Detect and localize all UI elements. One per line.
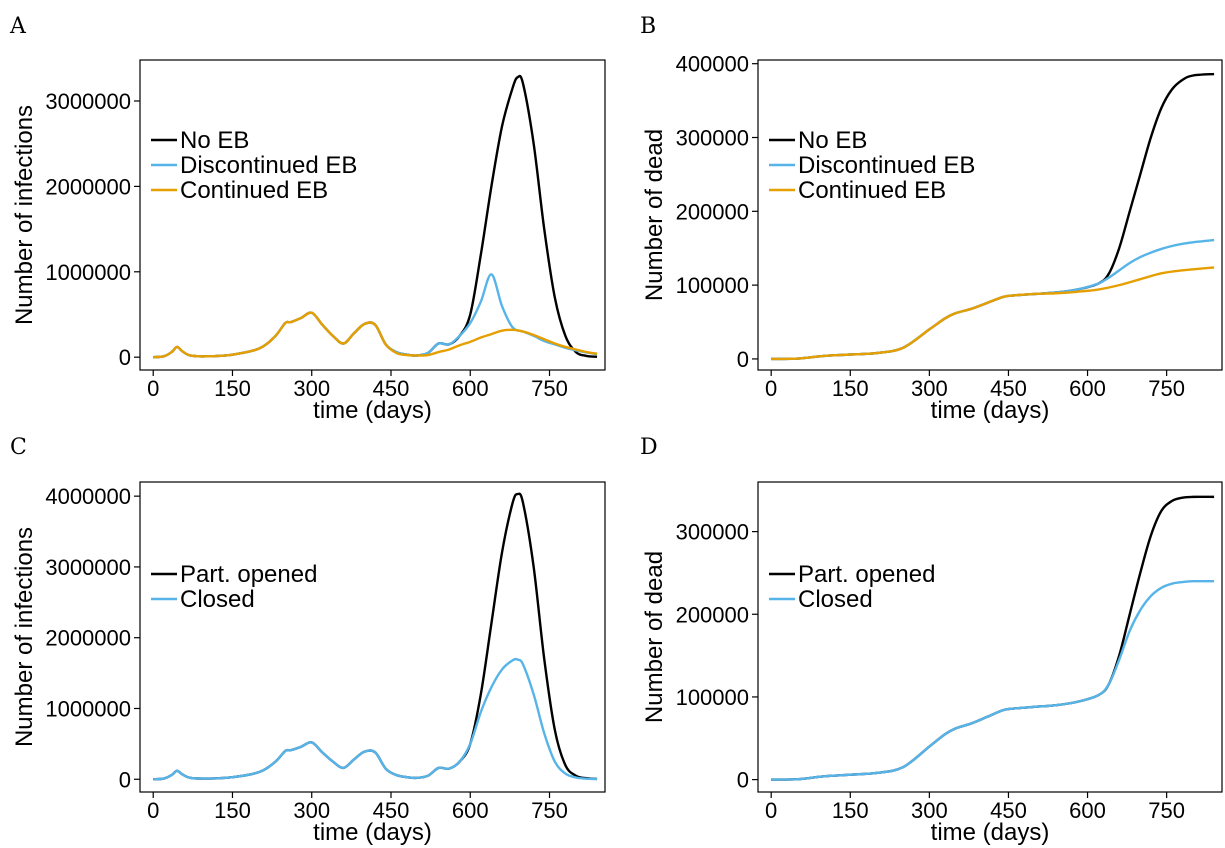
legend-label: No EB <box>798 127 867 154</box>
legend-label: Discontinued EB <box>180 152 357 179</box>
series-line-no-eb <box>153 74 598 359</box>
x-tick-label: 300 <box>911 376 948 401</box>
y-tick-label: 4000000 <box>45 484 131 509</box>
x-tick-label: 600 <box>452 376 489 401</box>
x-axis-title: time (days) <box>931 397 1050 424</box>
series-line-closed <box>153 657 598 781</box>
panel-d: 0 150 300 450 600 750 0 100000 200000 300000 time … <box>641 481 1223 846</box>
panel-letter-c: C <box>10 435 27 460</box>
panel-letter-b: B <box>640 14 657 39</box>
plot-frame-a <box>139 59 606 371</box>
x-tick-label: 450 <box>373 376 410 401</box>
y-tick-label: 2000000 <box>45 626 131 651</box>
x-tick-label: 750 <box>531 798 568 823</box>
panel-letter-a: A <box>10 14 26 39</box>
y-tick-label: 100000 <box>676 685 749 710</box>
x-tick-label: 0 <box>765 376 777 401</box>
y-tick-label: 1000000 <box>45 696 131 721</box>
panel-a: 0 150 300 450 600 750 0 1000000 2000000 3000000 ti… <box>11 59 606 424</box>
legend-label: Continued EB <box>180 177 328 204</box>
series-line-closed <box>771 579 1215 781</box>
series-line-continued-eb <box>771 266 1215 361</box>
y-tick-label: 0 <box>119 345 131 370</box>
x-tick-label: 450 <box>990 376 1027 401</box>
legend-label: Closed <box>180 586 255 613</box>
x-tick-label: 450 <box>373 798 410 823</box>
panel-b: 0 150 300 450 600 750 0 100000 200000 300000 40000… <box>641 52 1223 424</box>
legend-label: Discontinued EB <box>798 152 975 179</box>
x-tick-label: 150 <box>832 376 869 401</box>
x-tick-label: 0 <box>765 798 777 823</box>
y-axis-title: Number of dead <box>641 129 668 301</box>
y-tick-label: 200000 <box>676 602 749 627</box>
y-tick-label: 0 <box>119 767 131 792</box>
x-tick-label: 600 <box>1069 376 1106 401</box>
plot-frame-c <box>139 481 606 793</box>
x-tick-label: 150 <box>832 798 869 823</box>
x-tick-label: 750 <box>531 376 568 401</box>
legend-label: Part. opened <box>180 561 317 588</box>
y-axis-title: Number of dead <box>641 551 668 723</box>
x-axis-title: time (days) <box>313 819 432 846</box>
plot-frame-b <box>757 59 1223 371</box>
x-tick-label: 600 <box>1069 798 1106 823</box>
series-line-continued-eb <box>153 311 598 359</box>
y-tick-label: 2000000 <box>45 174 131 199</box>
series-line-no-eb <box>771 72 1215 361</box>
y-axis-title: Number of infections <box>11 105 38 325</box>
y-tick-label: 3000000 <box>45 555 131 580</box>
x-tick-label: 450 <box>990 798 1027 823</box>
x-tick-label: 750 <box>1148 798 1185 823</box>
series-line-part-opened <box>771 495 1215 781</box>
x-tick-label: 300 <box>293 376 330 401</box>
x-tick-label: 600 <box>452 798 489 823</box>
x-axis-title: time (days) <box>313 397 432 424</box>
x-axis-title: time (days) <box>931 819 1050 846</box>
panel-c: 0 150 300 450 600 750 0 1000000 2000000 3000000 40… <box>11 481 606 846</box>
series-line-part-opened <box>153 492 598 781</box>
y-tick-label: 100000 <box>676 273 749 298</box>
x-tick-label: 300 <box>911 798 948 823</box>
series-line-discontinued-eb <box>153 273 598 359</box>
x-tick-label: 300 <box>293 798 330 823</box>
y-tick-label: 300000 <box>676 520 749 545</box>
legend-label: Part. opened <box>798 561 935 588</box>
x-tick-label: 0 <box>147 376 159 401</box>
y-tick-label: 0 <box>737 768 749 793</box>
legend-label: Continued EB <box>798 177 946 204</box>
x-tick-label: 0 <box>147 798 159 823</box>
legend-label: Closed <box>798 586 873 613</box>
y-tick-label: 3000000 <box>45 89 131 114</box>
y-tick-label: 400000 <box>676 52 749 77</box>
y-tick-label: 1000000 <box>45 260 131 285</box>
y-tick-label: 0 <box>737 347 749 372</box>
y-tick-label: 200000 <box>676 199 749 224</box>
x-tick-label: 150 <box>214 798 251 823</box>
y-tick-label: 300000 <box>676 126 749 151</box>
panel-letter-d: D <box>640 435 658 460</box>
legend-label: No EB <box>180 127 249 154</box>
x-tick-label: 150 <box>214 376 251 401</box>
x-tick-label: 750 <box>1148 376 1185 401</box>
plot-frame-d <box>757 481 1223 793</box>
y-axis-title: Number of infections <box>11 527 38 747</box>
